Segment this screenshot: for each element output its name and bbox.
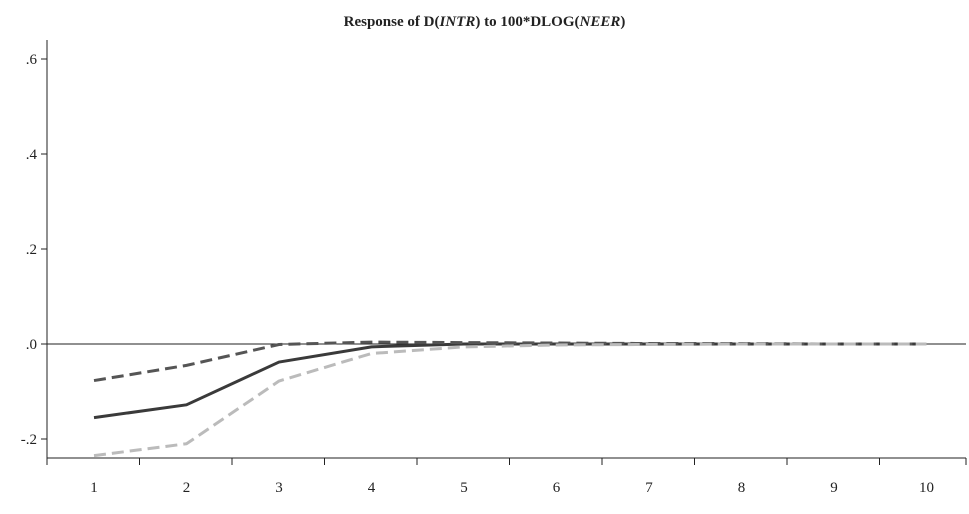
y-tick-label: -.2	[21, 432, 37, 448]
chart-title-var2: NEER	[579, 14, 621, 30]
x-tick-label: 10	[919, 480, 934, 496]
chart-title-var1: INTR	[439, 14, 476, 30]
y-tick-label: .6	[26, 52, 38, 68]
series-layer	[93, 340, 927, 458]
y-tick-label: .2	[26, 242, 37, 258]
x-tick-label: 5	[460, 480, 468, 496]
x-tick-label: 4	[368, 480, 376, 496]
chart-title-suffix: )	[620, 14, 626, 30]
x-tick-label: 3	[275, 480, 283, 496]
y-tick-label: .4	[26, 147, 38, 163]
chart-title: Response of D(INTR) to 100*DLOG(NEER)	[0, 14, 969, 31]
y-tick-label: .0	[26, 337, 37, 353]
axes-layer: -.2 .0 .2 .4 .6 1 2 3 4 5 6 7 8 9 10	[21, 40, 967, 496]
x-tick-label: 7	[645, 480, 653, 496]
x-tick-label: 6	[553, 480, 561, 496]
x-tick-label: 2	[183, 480, 191, 496]
series-line-3	[93, 342, 927, 458]
chart-title-prefix: Response of D(	[343, 14, 440, 30]
x-tick-label: 8	[738, 480, 746, 496]
series-line-2	[93, 340, 927, 383]
chart-title-middle: ) to 100*DLOG(	[475, 14, 580, 30]
x-tick-label: 9	[830, 480, 838, 496]
x-tick-label: 1	[90, 480, 98, 496]
series-line-1	[93, 342, 927, 420]
